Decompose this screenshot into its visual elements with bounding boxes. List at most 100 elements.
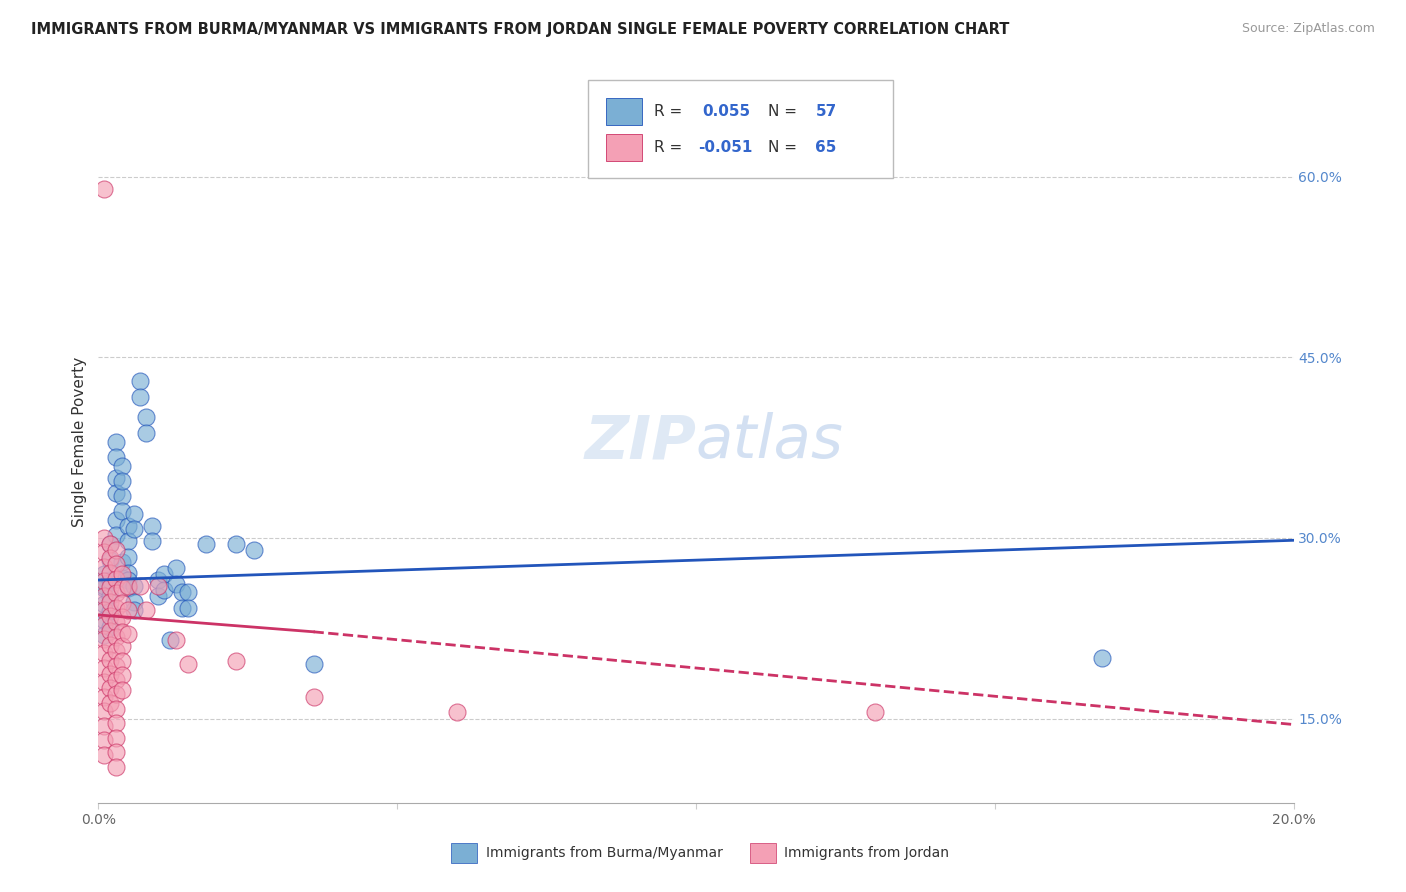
Point: [148, 589, 170, 603]
Point: [93, 613, 115, 627]
Point: [98, 604, 122, 618]
FancyBboxPatch shape: [589, 80, 893, 178]
Point: [111, 504, 134, 518]
Point: [124, 523, 146, 537]
Point: [111, 458, 134, 473]
Point: [105, 745, 128, 759]
Point: [105, 486, 128, 500]
Point: [93, 733, 115, 747]
Text: N =: N =: [768, 140, 801, 155]
Point: [93, 719, 115, 733]
Point: [124, 579, 146, 593]
Point: [111, 475, 134, 489]
Point: [105, 600, 128, 615]
Point: [98, 537, 122, 551]
Point: [243, 542, 266, 557]
Point: [129, 390, 152, 404]
Point: [302, 657, 325, 672]
Point: [98, 552, 122, 566]
Point: [129, 375, 152, 389]
Point: [98, 624, 122, 638]
Point: [111, 682, 134, 697]
Point: [111, 610, 134, 624]
Point: [129, 579, 152, 593]
Point: [117, 550, 139, 565]
Point: [93, 747, 115, 762]
Point: [111, 668, 134, 682]
Point: [93, 582, 115, 596]
Point: [865, 706, 887, 720]
Point: [93, 545, 115, 559]
Text: R =: R =: [654, 103, 688, 119]
Text: Immigrants from Burma/Myanmar: Immigrants from Burma/Myanmar: [485, 847, 723, 861]
Point: [93, 597, 115, 611]
Point: [98, 638, 122, 652]
Point: [165, 576, 187, 591]
Point: [93, 574, 115, 589]
FancyBboxPatch shape: [606, 134, 643, 161]
Point: [105, 731, 128, 745]
Point: [153, 567, 176, 582]
Point: [98, 609, 122, 624]
Point: [93, 182, 115, 196]
Point: [105, 658, 128, 673]
Text: N =: N =: [768, 103, 801, 119]
Point: [135, 410, 157, 425]
Point: [98, 537, 122, 551]
Text: ZIP: ZIP: [583, 412, 696, 471]
Point: [93, 567, 115, 582]
Point: [148, 579, 170, 593]
Point: [98, 667, 122, 681]
Point: [98, 551, 122, 566]
Text: Immigrants from Jordan: Immigrants from Jordan: [785, 847, 949, 861]
Point: [302, 690, 325, 704]
Point: [93, 617, 115, 632]
Point: [93, 628, 115, 642]
Text: -0.051: -0.051: [699, 140, 752, 155]
Point: [93, 579, 115, 593]
Point: [124, 507, 146, 521]
Point: [117, 566, 139, 580]
Point: [93, 531, 115, 545]
Point: [111, 571, 134, 585]
Point: [98, 566, 122, 580]
Text: Source: ZipAtlas.com: Source: ZipAtlas.com: [1241, 22, 1375, 36]
Point: [165, 633, 187, 648]
Point: [117, 579, 139, 593]
Point: [135, 426, 157, 441]
Point: [165, 561, 187, 575]
Point: [1091, 651, 1114, 665]
Point: [98, 573, 122, 587]
Point: [93, 661, 115, 675]
Point: [111, 567, 134, 582]
Text: atlas: atlas: [696, 412, 844, 471]
Point: [93, 675, 115, 690]
Point: [111, 596, 134, 610]
Point: [105, 644, 128, 658]
Point: [98, 696, 122, 710]
Point: [141, 534, 163, 549]
Point: [177, 600, 200, 615]
Text: 57: 57: [815, 103, 837, 119]
Point: [135, 603, 157, 617]
Text: IMMIGRANTS FROM BURMA/MYANMAR VS IMMIGRANTS FROM JORDAN SINGLE FEMALE POVERTY CO: IMMIGRANTS FROM BURMA/MYANMAR VS IMMIGRA…: [31, 22, 1010, 37]
Point: [148, 573, 170, 587]
Point: [141, 519, 163, 533]
Point: [124, 595, 146, 609]
Point: [93, 589, 115, 603]
Point: [105, 434, 128, 449]
Point: [111, 654, 134, 668]
Point: [172, 585, 194, 599]
Text: 0.055: 0.055: [702, 103, 749, 119]
Point: [111, 489, 134, 503]
Point: [105, 572, 128, 586]
Point: [124, 603, 146, 617]
Point: [105, 615, 128, 630]
Point: [153, 582, 176, 597]
Point: [159, 633, 181, 648]
FancyBboxPatch shape: [606, 97, 643, 125]
Text: R =: R =: [654, 140, 688, 155]
Point: [225, 654, 247, 668]
FancyBboxPatch shape: [749, 843, 776, 863]
Point: [111, 639, 134, 653]
